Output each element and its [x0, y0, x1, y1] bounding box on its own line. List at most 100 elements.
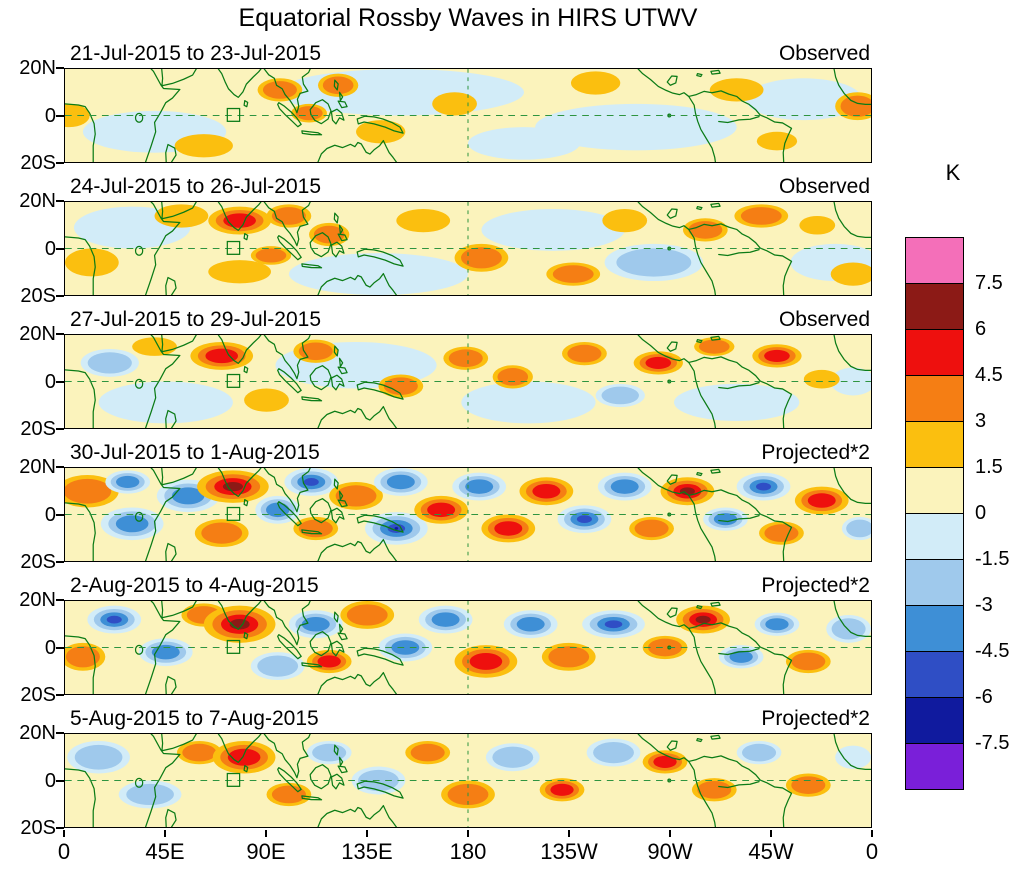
y-tick-mark [56, 466, 64, 468]
y-tick-mark [56, 380, 64, 383]
colorbar-cell-2 [906, 283, 963, 329]
panel-5: 2-Aug-2015 to 4-Aug-2015 Projected*2 20N 0 2… [19, 570, 872, 706]
panel-4: 30-Jul-2015 to 1-Aug-2015 Projected*2 20N 0… [19, 437, 872, 573]
panel-map [64, 467, 872, 562]
x-tick-label: 90W [647, 839, 693, 864]
y-tick-label: 20S [20, 817, 56, 839]
y-tick-mark [56, 694, 64, 696]
panel-source-label: Observed [778, 175, 870, 198]
y-tick-mark [56, 646, 64, 649]
y-tick-label: 20N [19, 190, 56, 212]
y-tick-mark [56, 162, 64, 164]
y-tick-label: 0 [44, 104, 56, 127]
y-tick-mark [56, 513, 64, 516]
panel-date-range: 24-Jul-2015 to 26-Jul-2015 [70, 175, 321, 198]
panel-source-label: Projected*2 [761, 441, 870, 464]
colorbar-cell-9 [906, 605, 963, 651]
x-tick-label: 45W [748, 839, 794, 864]
panel-date-range: 30-Jul-2015 to 1-Aug-2015 [70, 441, 320, 464]
y-tick-label: 0 [44, 237, 56, 260]
panel-2: 24-Jul-2015 to 26-Jul-2015 Observed 20N 0 20… [19, 171, 872, 307]
y-tick-label: 20N [19, 722, 56, 744]
colorbar-tick-label: -4.5 [975, 640, 1010, 662]
y-tick-label: 20S [20, 152, 56, 174]
y-tick-label: 20S [20, 684, 56, 706]
y-tick-mark [56, 827, 64, 829]
panel-source-label: Observed [778, 308, 870, 331]
x-tick-label: 45E [145, 839, 185, 864]
colorbar-tick-label: -6 [975, 686, 993, 708]
panel-date-range: 27-Jul-2015 to 29-Jul-2015 [70, 308, 321, 331]
colorbar-tick-label: 1.5 [975, 456, 1003, 478]
colorbar-cell-10 [906, 651, 963, 697]
panel-6: 5-Aug-2015 to 7-Aug-2015 Projected*2 20N 0 2… [19, 703, 872, 839]
colorbar-tick-label: 4.5 [975, 364, 1003, 386]
colorbar-cell-12 [906, 743, 963, 789]
colorbar-tick-label: 7.5 [975, 272, 1003, 294]
x-axis: 0 45E 90E 135E 180 135W 90W 45W 0 [58, 830, 878, 874]
colorbar-tick-label: -1.5 [975, 548, 1010, 570]
y-tick-label: 20N [19, 456, 56, 478]
x-tick-mark [467, 830, 469, 837]
x-tick-label: 90E [246, 839, 286, 864]
colorbar-cell-7 [906, 513, 963, 559]
panel-source-label: Projected*2 [761, 707, 870, 730]
y-tick-label: 20N [19, 589, 56, 611]
y-tick-label: 20N [19, 323, 56, 345]
panel-3: 27-Jul-2015 to 29-Jul-2015 Observed 20N 0 20… [19, 304, 872, 440]
colorbar-area: K 7.5 6 4.5 3 1.5 0 -1.5 -3 -4.5 -6 -7.5 [903, 160, 1024, 820]
panel-date-range: 21-Jul-2015 to 23-Jul-2015 [70, 42, 321, 65]
y-tick-mark [56, 561, 64, 563]
colorbar-unit-label: K [945, 160, 961, 185]
colorbar-tick-label: -3 [975, 594, 993, 616]
panel-map [64, 68, 872, 163]
y-tick-label: 20S [20, 285, 56, 307]
y-tick-mark [56, 247, 64, 250]
colorbar-cell-6 [906, 467, 963, 513]
y-tick-label: 0 [44, 769, 56, 792]
colorbar [905, 237, 964, 790]
x-tick-label: 0 [865, 839, 879, 864]
x-tick-mark [265, 830, 267, 837]
x-tick-mark [871, 830, 873, 837]
x-tick-mark [669, 830, 671, 837]
x-tick-mark [164, 830, 166, 837]
x-tick-mark [568, 830, 570, 837]
x-tick-label: 0 [57, 839, 71, 864]
panel-source-label: Projected*2 [761, 574, 870, 597]
y-tick-mark [56, 779, 64, 782]
panel-date-range: 2-Aug-2015 to 4-Aug-2015 [70, 574, 319, 597]
colorbar-tick-label: 6 [975, 318, 987, 340]
colorbar-cell-11 [906, 697, 963, 743]
colorbar-tick-label: -7.5 [975, 732, 1010, 754]
panel-map [64, 733, 872, 828]
panel-map [64, 600, 872, 695]
colorbar-cell-1 [906, 238, 963, 283]
x-tick-mark [63, 830, 65, 837]
y-tick-label: 20N [19, 57, 56, 79]
y-tick-mark [56, 200, 64, 202]
colorbar-tick-label: 3 [975, 410, 987, 432]
x-tick-label: 135W [540, 839, 598, 864]
y-tick-label: 0 [44, 636, 56, 659]
y-tick-mark [56, 599, 64, 601]
x-tick-mark [770, 830, 772, 837]
colorbar-tick-label: 0 [975, 502, 987, 524]
y-tick-mark [56, 114, 64, 117]
y-tick-mark [56, 333, 64, 335]
y-tick-label: 0 [44, 370, 56, 393]
colorbar-cell-8 [906, 559, 963, 605]
y-tick-mark [56, 428, 64, 430]
panel-source-label: Observed [778, 42, 870, 65]
colorbar-cell-3 [906, 329, 963, 375]
x-tick-label: 180 [449, 839, 487, 864]
panel-date-range: 5-Aug-2015 to 7-Aug-2015 [70, 707, 319, 730]
y-tick-label: 20S [20, 551, 56, 573]
colorbar-cell-5 [906, 421, 963, 467]
y-tick-mark [56, 67, 64, 69]
figure-title: Equatorial Rossby Waves in HIRS UTWV [238, 4, 698, 32]
panel-map [64, 334, 872, 429]
x-tick-mark [366, 830, 368, 837]
y-tick-label: 0 [44, 503, 56, 526]
